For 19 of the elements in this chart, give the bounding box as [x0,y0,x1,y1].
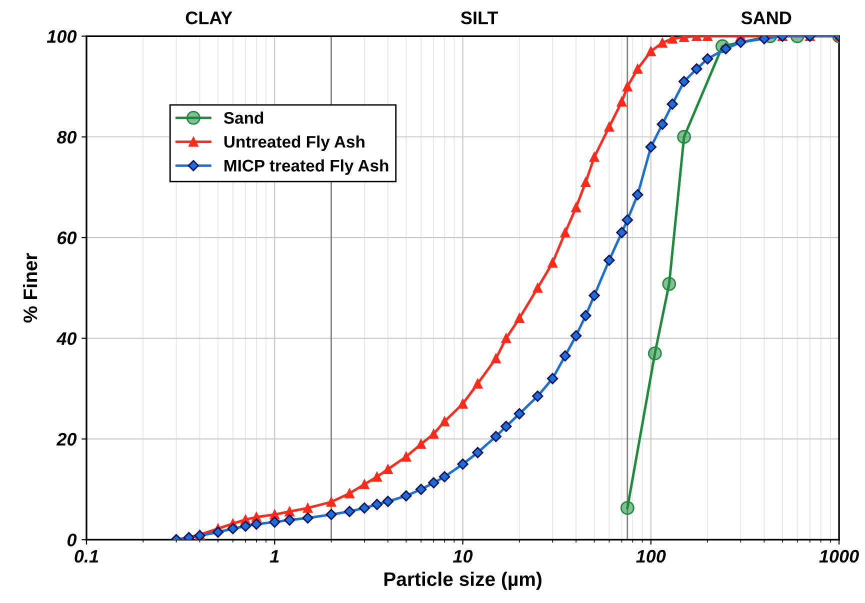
y-tick-label: 0 [67,534,77,546]
y-tick-label: 100 [46,30,77,43]
y-axis-title: % Finer [22,253,38,323]
legend-label: Sand [224,112,264,124]
text: SAND [741,11,792,24]
x-tick-label: 0.1 [74,550,98,563]
x-tick-label: 1000 [819,550,859,563]
y-tick-label: 40 [56,332,77,346]
text: CLAY [186,11,232,24]
legend-label: Untreated Fly Ash [224,135,364,152]
y-tick-label: 80 [56,130,77,144]
x-tick-label: 10 [453,550,473,563]
x-axis-title: Particle size (µm) [384,572,542,590]
y-tick-label: 60 [58,232,77,244]
x-tick-label: 1 [270,550,279,562]
legend-label: MICP treated Fly Ash [224,159,388,175]
x-tick-label: 100 [636,550,666,563]
y-tick-label: 20 [56,432,77,446]
text: SILT [460,11,498,24]
